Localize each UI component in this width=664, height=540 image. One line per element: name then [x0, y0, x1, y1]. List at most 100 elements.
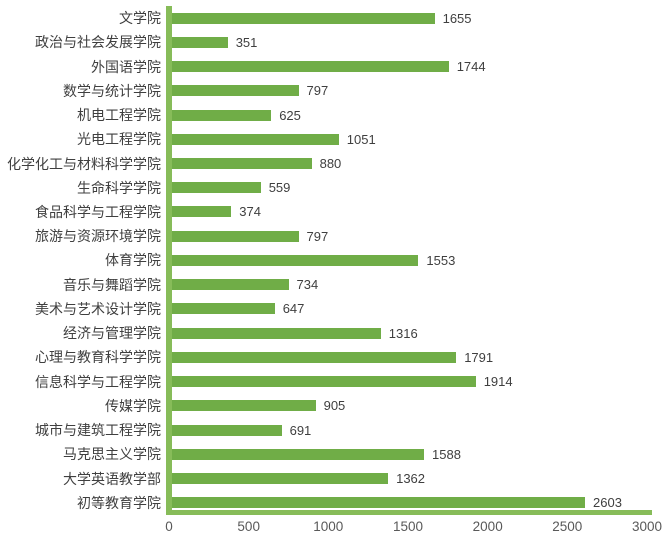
category-label: 传媒学院	[105, 397, 161, 414]
bar-row: 机电工程学院 625	[0, 103, 664, 127]
bar	[172, 109, 272, 121]
bar-track: 691	[161, 418, 664, 442]
bar-row: 外国语学院 1744	[0, 54, 664, 78]
bar-row: 心理与教育科学学院 1791	[0, 345, 664, 369]
value-label: 374	[239, 204, 261, 220]
value-label: 1914	[483, 374, 513, 390]
bar	[172, 158, 312, 170]
category-label: 体育学院	[105, 252, 161, 269]
category-label: 大学英语教学部	[63, 470, 161, 487]
bar-row: 信息科学与工程学院 1914	[0, 370, 664, 394]
category-label: 机电工程学院	[77, 107, 161, 124]
bar-track: 905	[161, 394, 664, 418]
value-label: 1051	[346, 131, 376, 147]
category-label: 食品科学与工程学院	[35, 203, 161, 220]
value-label: 1553	[426, 252, 456, 268]
bar	[172, 448, 424, 460]
bar-track: 1362	[161, 466, 664, 490]
value-label: 559	[268, 180, 291, 196]
bar-track: 880	[161, 151, 664, 175]
bar-track: 797	[161, 79, 664, 103]
category-label: 音乐与舞蹈学院	[63, 276, 161, 293]
x-tick-label: 2500	[552, 519, 583, 534]
bar	[172, 254, 419, 266]
bar-row: 化学化工与材料科学学院 880	[0, 151, 664, 175]
category-label: 旅游与资源环境学院	[35, 228, 161, 245]
bar-track: 1051	[161, 127, 664, 151]
x-tick-label: 500	[237, 519, 260, 534]
bar	[172, 473, 389, 485]
bar-track: 2603	[161, 491, 664, 515]
bar	[172, 351, 457, 363]
bar-track: 1588	[161, 442, 664, 466]
bar-row: 马克思主义学院 1588	[0, 442, 664, 466]
value-label: 880	[319, 156, 342, 172]
bar-row: 音乐与舞蹈学院 734	[0, 273, 664, 297]
bar-row: 传媒学院 905	[0, 394, 664, 418]
value-label: 1791	[464, 349, 494, 365]
value-label: 647	[282, 301, 305, 317]
bar	[172, 424, 282, 436]
x-tick-label: 3000	[631, 519, 663, 534]
bar	[172, 182, 261, 194]
category-label: 文学院	[119, 10, 161, 27]
bar-track: 374	[161, 200, 664, 224]
bar	[172, 12, 435, 24]
category-label: 经济与管理学院	[63, 325, 161, 342]
bar	[172, 303, 275, 315]
bar-row: 大学英语教学部 1362	[0, 466, 664, 490]
bar-track: 1791	[161, 345, 664, 369]
value-label: 351	[235, 34, 258, 50]
bar-row: 食品科学与工程学院 374	[0, 200, 664, 224]
category-label: 马克思主义学院	[63, 446, 161, 463]
bar-track: 734	[161, 273, 664, 297]
value-label: 691	[289, 422, 312, 438]
bar-row: 体育学院 1553	[0, 248, 664, 272]
category-label: 外国语学院	[91, 58, 161, 75]
value-label: 1655	[442, 10, 472, 26]
category-label: 政治与社会发展学院	[35, 34, 161, 51]
bar	[172, 279, 289, 291]
value-label: 1588	[432, 446, 461, 462]
bar	[172, 497, 585, 509]
value-label: 797	[306, 228, 329, 244]
category-label: 信息科学与工程学院	[35, 373, 161, 390]
value-label: 905	[323, 398, 346, 414]
bar-track: 647	[161, 297, 664, 321]
bar-row: 旅游与资源环境学院 797	[0, 224, 664, 248]
bar	[172, 327, 381, 339]
bar-track: 1914	[161, 370, 664, 394]
bar-row: 文学院 1655	[0, 6, 664, 30]
category-label: 初等教育学院	[77, 494, 161, 511]
bar	[172, 61, 449, 73]
bar-row: 政治与社会发展学院 351	[0, 30, 664, 54]
value-label: 625	[279, 107, 301, 123]
bar-row: 生命科学学院 559	[0, 176, 664, 200]
x-tick-label: 1000	[313, 519, 344, 534]
value-label: 2603	[593, 495, 622, 511]
x-tick-label: 1500	[392, 519, 424, 534]
bar-row: 光电工程学院 1051	[0, 127, 664, 151]
category-label: 心理与教育科学学院	[35, 349, 161, 366]
y-axis-line	[166, 6, 172, 515]
bar	[172, 206, 232, 218]
value-label: 1744	[456, 59, 486, 75]
bar-track: 1553	[161, 248, 664, 272]
bar-track: 625	[161, 103, 664, 127]
bar-row: 美术与艺术设计学院 647	[0, 297, 664, 321]
category-label: 数学与统计学院	[63, 82, 161, 99]
chart-rows: 文学院 1655 政治与社会发展学院 351 外国语学院 1744 数学与统计学…	[0, 6, 664, 515]
category-label: 化学化工与材料科学学院	[7, 155, 161, 172]
x-axis-line	[166, 510, 652, 515]
bar-track: 1316	[161, 321, 664, 345]
value-label: 797	[306, 83, 329, 99]
value-label: 1362	[396, 471, 426, 487]
bar	[172, 230, 299, 242]
value-label: 1316	[388, 325, 418, 341]
bar-row: 城市与建筑工程学院 691	[0, 418, 664, 442]
bar	[172, 400, 316, 412]
bar-track: 559	[161, 176, 664, 200]
x-tick-label: 2000	[472, 519, 503, 534]
